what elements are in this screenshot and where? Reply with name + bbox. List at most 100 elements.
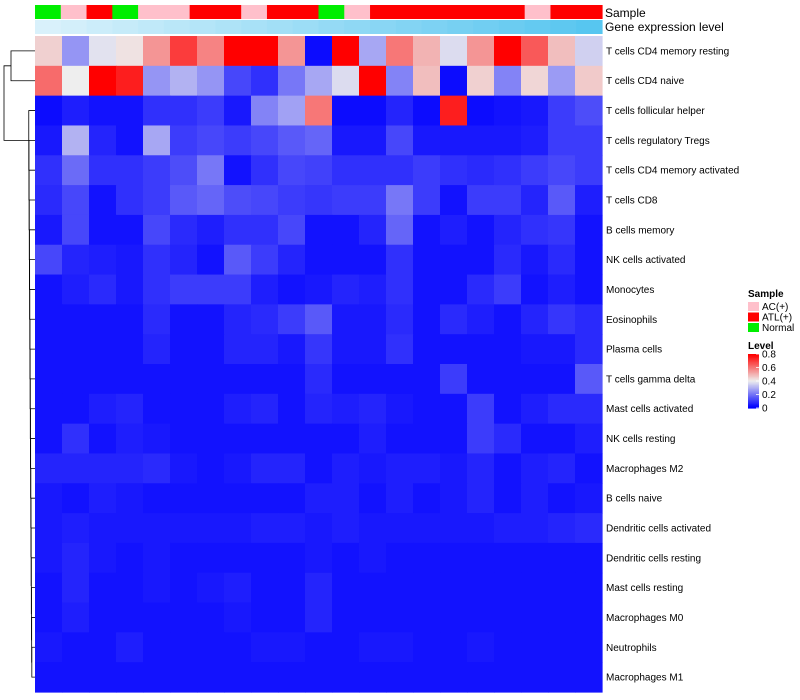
heatmap-cell (35, 364, 63, 395)
heatmap-cell (89, 95, 117, 127)
heatmap-cell (62, 572, 90, 604)
heatmap-cell (197, 513, 225, 544)
heatmap-cell (494, 572, 522, 604)
heatmap-cell (35, 65, 63, 97)
heatmap-cell (467, 364, 495, 395)
heatmap-cell (278, 244, 306, 276)
heatmap-cell (62, 155, 90, 186)
sample-annotation-cell (550, 5, 577, 19)
heatmap-cell (440, 334, 468, 365)
heatmap-cell (386, 304, 414, 335)
expression-annotation-cell (524, 20, 552, 34)
sample-annotation-cell (112, 5, 139, 19)
heatmap-cell (143, 513, 171, 544)
heatmap-cell (35, 602, 63, 633)
heatmap-cell (62, 364, 90, 395)
sample-annotation-cell (524, 5, 552, 19)
expression-annotation-cell (241, 20, 268, 34)
heatmap-cell (62, 483, 90, 514)
row-label: Mast cells resting (606, 583, 683, 594)
heatmap-cell (224, 125, 252, 156)
heatmap-cell (251, 214, 279, 246)
row-label: B cells memory (606, 225, 674, 236)
heatmap-cell (359, 393, 387, 425)
heatmap-cell (224, 155, 252, 186)
heatmap-cell (494, 185, 522, 216)
heatmap-cell (305, 662, 333, 693)
heatmap-cell (359, 95, 387, 127)
heatmap-cell (170, 274, 198, 305)
sample-annotation-label: Sample (605, 6, 646, 20)
heatmap-cell (143, 364, 171, 395)
heatmap-cell (116, 662, 144, 693)
heatmap-cell (197, 542, 225, 574)
heatmap-cell (548, 95, 576, 127)
expression-annotation-label: Gene expression level (605, 20, 724, 34)
heatmap-cell (359, 334, 387, 365)
level-legend-step (748, 399, 759, 402)
heatmap-cell (197, 244, 225, 276)
heatmap-cell (62, 185, 90, 216)
heatmap-cell (197, 393, 225, 425)
heatmap-cell (62, 453, 90, 484)
heatmap-cell (197, 453, 225, 484)
heatmap-cell (575, 65, 603, 97)
level-legend-step (748, 363, 759, 366)
heatmap-cell (170, 244, 198, 276)
heatmap-cell (575, 513, 603, 544)
heatmap-cell (521, 155, 549, 186)
heatmap-cell (521, 513, 549, 544)
heatmap-cell (143, 542, 171, 574)
heatmap-cell (278, 483, 306, 514)
heatmap-cell (224, 95, 252, 127)
heatmap-cell (386, 453, 414, 484)
heatmap-cell (143, 274, 171, 305)
expression-annotation-cell (473, 20, 500, 34)
heatmap-cell (386, 483, 414, 514)
row-dendrogram (3, 50, 35, 678)
heatmap-cell (332, 483, 360, 514)
expression-annotation-cell (395, 20, 423, 34)
heatmap-cell (332, 602, 360, 633)
heatmap-cell (35, 542, 63, 574)
level-legend-step (748, 381, 759, 383)
heatmap-cell (359, 274, 387, 305)
heatmap-cell (143, 602, 171, 633)
expression-annotation-cell (266, 20, 294, 34)
heatmap-cell (89, 393, 117, 425)
heatmap-cell (89, 65, 117, 97)
sample-annotation-cell (163, 5, 191, 19)
heatmap-cell (116, 542, 144, 574)
heatmap-cell (197, 364, 225, 395)
heatmap-cell (440, 483, 468, 514)
expression-annotation-cell (498, 20, 526, 34)
heatmap-cell (170, 483, 198, 514)
heatmap-cell (305, 36, 333, 67)
heatmap-cell (494, 423, 522, 455)
expression-annotation-cell (318, 20, 345, 34)
heatmap-cell (494, 602, 522, 633)
heatmap-cell (386, 36, 414, 67)
heatmap-cell (116, 36, 144, 67)
heatmap-cell (413, 602, 441, 633)
heatmap-cell (278, 65, 306, 97)
heatmap-cell (467, 274, 495, 305)
heatmap-cell (413, 95, 441, 127)
heatmap-cell (305, 572, 333, 604)
heatmap-cell (467, 334, 495, 365)
level-legend-tick-label: 0.2 (762, 390, 776, 401)
heatmap-cell (494, 334, 522, 365)
sample-annotation-cell (370, 5, 397, 19)
row-label: Monocytes (606, 285, 654, 296)
sample-annotation-cell (215, 5, 242, 19)
heatmap-cell (575, 36, 603, 67)
heatmap-cell (89, 632, 117, 663)
heatmap-cell (251, 274, 279, 305)
heatmap-cell (62, 65, 90, 97)
heatmap-cell (116, 214, 144, 246)
heatmap-cell (116, 453, 144, 484)
heatmap-cell (548, 423, 576, 455)
heatmap-cell (467, 65, 495, 97)
heatmap-cell (143, 662, 171, 693)
heatmap-cell (305, 542, 333, 574)
